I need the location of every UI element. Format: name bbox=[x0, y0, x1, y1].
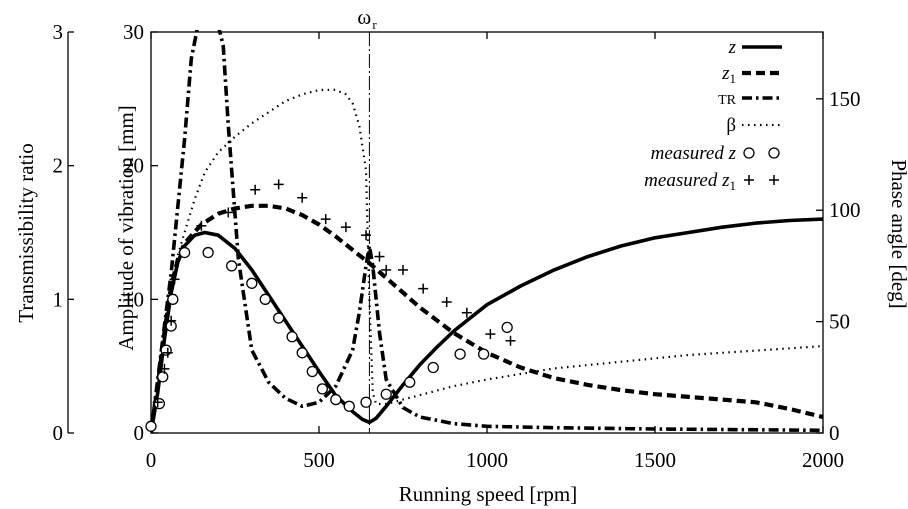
tr-tick-label: 1 bbox=[53, 287, 64, 311]
phase-tick-label: 150 bbox=[829, 87, 861, 111]
marker-mz bbox=[404, 376, 416, 388]
legend: z z1 TR β measured z measured z1 bbox=[644, 37, 782, 193]
y-axis-label-phase: Phase angle [deg] bbox=[887, 159, 908, 308]
marker-mz bbox=[380, 388, 392, 400]
marker-mz bbox=[306, 365, 318, 378]
series-line-beta bbox=[151, 88, 823, 433]
marker-mz bbox=[225, 260, 238, 272]
marker-mz bbox=[296, 347, 308, 359]
marker-mz bbox=[273, 312, 285, 324]
legend-swatch bbox=[768, 147, 780, 159]
tr-tick-label: 0 bbox=[53, 421, 64, 445]
y-axis-label-amplitude: Amplitude of vibration [mm] bbox=[114, 105, 138, 351]
legend-item-mz: measured z bbox=[651, 143, 780, 164]
phase-tick-label: 100 bbox=[829, 198, 861, 222]
amp-tick-label: 20 bbox=[123, 154, 144, 178]
marker-mz bbox=[316, 383, 329, 395]
legend-swatch bbox=[743, 147, 755, 159]
legend-label: z1 bbox=[721, 63, 736, 86]
series-line-z bbox=[151, 217, 823, 433]
marker-mz1 bbox=[398, 264, 408, 275]
x-tick-label: 0 bbox=[146, 448, 157, 472]
marker-mz bbox=[427, 361, 439, 374]
marker-mz bbox=[202, 246, 214, 259]
marker-layer bbox=[145, 179, 516, 432]
marker-mz bbox=[178, 246, 191, 259]
marker-mz1 bbox=[152, 397, 163, 408]
marker-mz1 bbox=[320, 214, 331, 225]
x-tick-label: 1500 bbox=[634, 448, 676, 472]
marker-mz1 bbox=[381, 264, 392, 275]
marker-mz bbox=[343, 400, 355, 412]
marker-mz1 bbox=[162, 347, 173, 358]
marker-mz1 bbox=[273, 179, 284, 190]
marker-mz1 bbox=[250, 184, 261, 195]
marker-mz1 bbox=[223, 207, 234, 218]
marker-mz bbox=[330, 393, 342, 406]
marker-mz bbox=[157, 371, 169, 383]
marker-mz1 bbox=[166, 315, 177, 326]
legend-swatch bbox=[769, 175, 779, 185]
legend-label: TR bbox=[718, 93, 737, 108]
marker-mz1 bbox=[418, 283, 429, 294]
tr-tick-label: 2 bbox=[53, 154, 64, 178]
marker-mz bbox=[167, 293, 179, 305]
series-line-z1 bbox=[151, 203, 823, 433]
legend-label: measured z bbox=[651, 143, 737, 164]
resonance-label: ω bbox=[357, 5, 371, 29]
marker-mz1 bbox=[159, 363, 170, 374]
marker-mz bbox=[454, 348, 466, 360]
marker-mz1 bbox=[485, 329, 496, 340]
x-axis-label: Running speed [rpm] bbox=[399, 482, 577, 506]
tr-tick-label: 3 bbox=[53, 20, 64, 44]
amp-tick-label: 30 bbox=[123, 20, 144, 44]
legend-label: β bbox=[726, 115, 736, 136]
series-layer bbox=[151, 30, 823, 433]
marker-mz bbox=[477, 348, 490, 360]
marker-mz1 bbox=[461, 307, 472, 318]
marker-mz1 bbox=[169, 274, 180, 285]
x-tick-label: 500 bbox=[303, 448, 335, 472]
legend-label: measured z1 bbox=[644, 170, 736, 193]
y-axis-label-transmissibility: Transmissibility ratio bbox=[14, 143, 38, 323]
legend-item-beta: β bbox=[726, 115, 782, 136]
marker-mz1 bbox=[441, 297, 452, 308]
axis-labels: Running speed [rpm] Transmissibility rat… bbox=[14, 105, 908, 506]
marker-mz bbox=[246, 277, 258, 289]
marker-mz1 bbox=[340, 222, 351, 233]
legend-item-TR: TR bbox=[718, 93, 782, 108]
marker-mz bbox=[259, 293, 271, 305]
marker-mz bbox=[160, 344, 172, 356]
phase-tick-label: 0 bbox=[829, 421, 840, 445]
amp-tick-label: 10 bbox=[123, 287, 144, 311]
marker-mz bbox=[286, 331, 298, 343]
legend-item-mz1: measured z1 bbox=[644, 170, 779, 193]
phase-tick-label: 50 bbox=[829, 310, 850, 334]
x-tick-label: 2000 bbox=[802, 448, 844, 472]
series-line-TR bbox=[151, 30, 823, 433]
x-tick-label: 1000 bbox=[466, 448, 508, 472]
amp-tick-label: 0 bbox=[134, 421, 145, 445]
marker-mz bbox=[145, 420, 157, 432]
marker-mz1 bbox=[297, 192, 308, 203]
legend-label: z bbox=[728, 37, 737, 58]
marker-mz bbox=[360, 396, 372, 408]
marker-mz1 bbox=[505, 335, 516, 346]
marker-mz1 bbox=[361, 230, 372, 241]
marker-mz1 bbox=[196, 220, 207, 231]
legend-item-z1: z1 bbox=[721, 63, 782, 86]
legend-swatch bbox=[744, 175, 754, 185]
marker-mz bbox=[153, 397, 166, 410]
marker-mz1 bbox=[374, 251, 385, 262]
legend-item-z: z bbox=[728, 37, 782, 58]
marker-mz bbox=[501, 321, 513, 334]
resonance-label-sub: r bbox=[372, 17, 377, 32]
